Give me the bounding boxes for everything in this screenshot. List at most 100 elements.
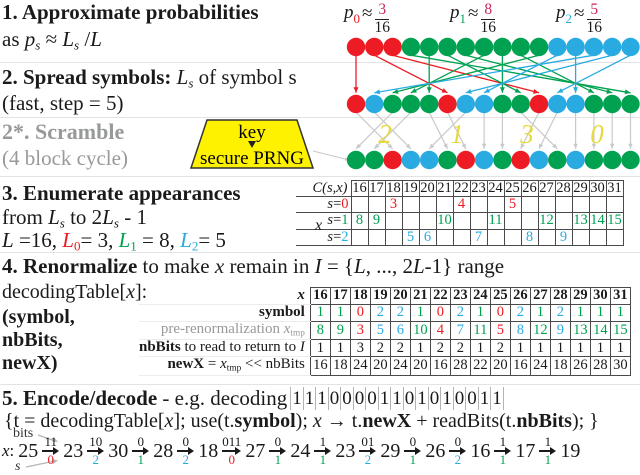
text-run: / — [79, 27, 91, 51]
text-run: 1 — [319, 452, 327, 467]
group: 10 2 — [86, 435, 105, 466]
text-run: I — [299, 339, 305, 356]
section-divider — [0, 62, 640, 63]
arrowhead — [441, 88, 448, 93]
tuple-nbbits-label: nbBits, — [2, 329, 63, 351]
table: x 16 17 18 19 20 21 22 23 24 25 26 27 28 29 30 31 symbol 1… — [139, 287, 631, 376]
text-run: L — [180, 228, 192, 252]
text-run: from — [2, 205, 49, 229]
symbol-circle — [474, 94, 494, 114]
diagram-line — [312, 150, 350, 161]
text-run: remain in — [224, 254, 315, 278]
symbol-circle — [456, 37, 475, 57]
table-cell — [588, 196, 607, 214]
table-cell: newX = xtmp << nbBits — [139, 356, 311, 376]
text-run: ]; use(t. — [173, 410, 235, 432]
text-run: s — [327, 212, 334, 229]
trace-s-label: s — [15, 459, 21, 474]
element: C(s,x) 16 17 18 19 20 21 22 23 24 25 26 27 28 29 30 31 s=… — [296, 179, 624, 246]
diagram-line — [25, 460, 56, 468]
text-run: - 1 — [118, 205, 147, 229]
table-cell: 7 — [469, 228, 488, 246]
table-cell: 25 — [489, 287, 511, 305]
symbol-circle — [584, 37, 604, 57]
table-cell: 17 — [329, 287, 351, 305]
symbol-circle — [511, 150, 530, 170]
text-run: newX — [167, 356, 205, 373]
table-cell: 8 — [350, 212, 369, 230]
table-cell: 4 — [429, 320, 451, 341]
text-run: x — [283, 321, 291, 337]
table-row: newX = xtmp << nbBits 16 18 24 20 24 20 16 28 22 2… — [139, 356, 631, 376]
text-run: 1 — [137, 452, 145, 467]
text-run: 0 — [327, 387, 340, 410]
arrowhead — [520, 143, 525, 149]
table-cell: 8 — [520, 228, 539, 246]
text-run: 0 — [182, 434, 190, 449]
table-cell: 24 — [469, 287, 491, 305]
text-run — [222, 447, 242, 455]
diagram-line — [373, 111, 412, 150]
table-cell: 28 — [589, 356, 611, 376]
table-cell: 29 — [571, 179, 590, 198]
table-cell — [367, 228, 386, 246]
table-cell: 1 — [589, 304, 611, 322]
table-cell — [452, 228, 471, 246]
table-cell: 13 — [571, 212, 590, 230]
text-run: 1 — [377, 387, 390, 410]
table-cell: 28 — [554, 179, 573, 198]
symbol-circle — [548, 37, 567, 57]
table-cell: 12 — [529, 320, 551, 341]
diagram-line — [465, 54, 613, 94]
text-run: to 2 — [64, 205, 103, 229]
text-run: 8 — [481, 1, 496, 20]
text-run: p — [450, 2, 460, 23]
text-run: 29 — [380, 439, 401, 462]
probability-p0: p 0 ≈3 16 — [344, 1, 390, 36]
diagram-line — [520, 111, 540, 150]
text-run: newX) — [2, 352, 58, 374]
table-cell: x — [139, 287, 311, 305]
arrowhead — [514, 88, 521, 93]
table-cell: 20 — [389, 287, 411, 305]
arrowhead — [356, 143, 362, 149]
table-cell: 6 — [418, 228, 437, 246]
table-cell: 1 — [609, 304, 631, 322]
symbol-circle — [511, 37, 530, 57]
table-row: s=0 3 4 5 — [296, 196, 624, 214]
symbol-circle — [529, 37, 549, 57]
text-run: 1 — [490, 387, 502, 410]
table-cell: 2 — [369, 339, 391, 358]
text-run: 0 — [137, 434, 145, 449]
table-cell: 1 — [509, 339, 531, 358]
text-run: 011 — [222, 434, 242, 449]
table-cell — [571, 228, 590, 246]
table-cell: 1 — [329, 339, 351, 358]
table-cell — [486, 228, 505, 246]
table-cell: 0 — [429, 304, 451, 322]
table-cell: s=0 — [296, 196, 352, 214]
text-run: 16 — [470, 439, 491, 462]
text-run: s — [188, 75, 194, 91]
text-run: = — [333, 196, 342, 213]
svg-label: 3 — [519, 119, 534, 149]
table-cell: 12 — [537, 212, 556, 230]
table-cell: 1 — [469, 304, 491, 322]
symbol-circle — [621, 37, 640, 57]
group: 11 0 — [41, 435, 60, 466]
table-cell — [401, 196, 420, 214]
text-run: = 3, — [80, 228, 119, 252]
table-cell: s=1 — [296, 212, 352, 230]
table-cell: 24 — [389, 356, 411, 376]
text-run: 3 16 — [374, 1, 390, 36]
tuple-newx-label: newX) — [2, 352, 58, 374]
symbol-circle — [529, 150, 549, 170]
text-run: =16, — [13, 228, 63, 252]
table-cell: 14 — [589, 320, 611, 341]
symbol-circle — [456, 150, 475, 170]
table-cell — [384, 228, 403, 246]
text-run: 0 — [352, 387, 365, 410]
arrowhead — [443, 143, 448, 149]
arrowhead — [609, 143, 615, 149]
text-run: x — [312, 410, 322, 432]
